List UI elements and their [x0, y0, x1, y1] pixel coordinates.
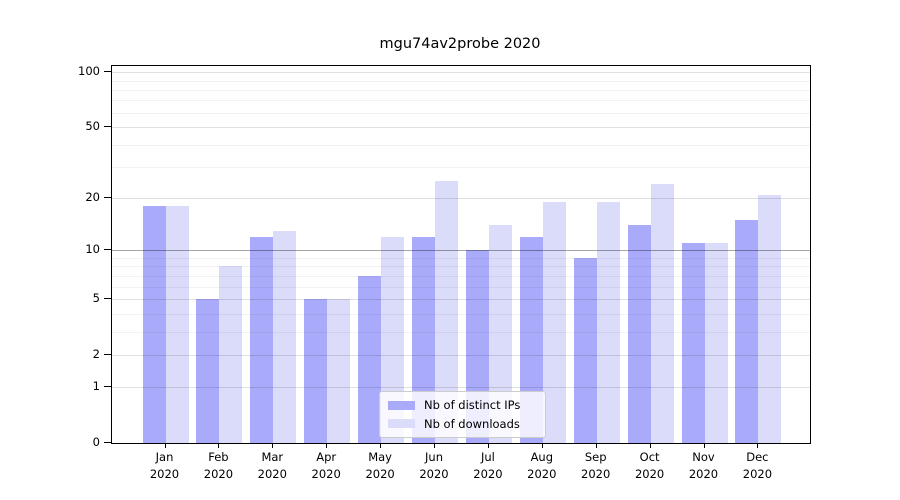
y-tick-label-50: 50	[85, 119, 100, 133]
gridline-y-80	[112, 89, 810, 91]
bar-sep-ips	[573, 258, 597, 443]
legend-swatch-downloads-icon	[388, 419, 415, 429]
bar-nov-ips	[681, 243, 705, 443]
bar-mar-ips	[250, 236, 274, 443]
x-tick-label-may: May 2020	[365, 450, 395, 481]
bar-feb-ips	[196, 299, 220, 443]
bar-feb-downloads	[219, 266, 243, 443]
x-tick-label-oct: Oct 2020	[634, 450, 665, 481]
x-tick-label-apr: Apr 2020	[311, 450, 341, 481]
x-tick-label-mar: Mar 2020	[257, 450, 287, 481]
x-tick-label-jul: Jul 2020	[473, 450, 503, 481]
y-tick-label-5: 5	[92, 291, 100, 305]
x-tick-label-jan: Jan 2020	[149, 450, 180, 481]
bar-oct-ips	[627, 225, 651, 443]
bar-jan-ips	[142, 206, 166, 443]
bar-jan-downloads	[165, 206, 189, 443]
y-tick-5	[104, 298, 111, 299]
y-tick-10	[104, 249, 111, 251]
gridline-y-60	[112, 112, 810, 114]
x-tick-label-aug: Aug 2020	[527, 450, 557, 481]
bar-dec-downloads	[758, 194, 782, 443]
legend-entry-downloads: Nb of downloads	[388, 417, 537, 431]
y-tick-label-0: 0	[92, 435, 100, 449]
gridline-y-70	[112, 100, 810, 102]
legend-swatch-distinct-ips-icon	[388, 400, 415, 410]
x-tick-jan	[164, 443, 166, 448]
bar-nov-downloads	[704, 243, 728, 443]
x-tick-jul	[487, 443, 489, 448]
bar-mar-downloads	[273, 230, 297, 443]
legend-label-downloads: Nb of downloads	[424, 416, 520, 431]
x-tick-label-jun: Jun 2020	[419, 450, 449, 481]
bar-dec-ips	[735, 220, 759, 443]
y-tick-label-100: 100	[78, 64, 100, 79]
y-tick-20	[104, 197, 111, 199]
x-tick-mar	[272, 443, 274, 448]
gridline-y-40	[112, 144, 810, 146]
bar-jul-downloads	[488, 225, 512, 443]
bar-aug-downloads	[542, 202, 566, 443]
gridline-y-100	[112, 72, 810, 74]
x-tick-oct	[649, 443, 651, 448]
plot-area: Nb of distinct IPs Nb of downloads	[111, 65, 811, 444]
y-tick-label-1: 1	[92, 379, 100, 394]
x-tick-jun	[434, 443, 435, 448]
y-tick-label-2: 2	[92, 346, 100, 361]
y-tick-0	[104, 442, 111, 443]
x-tick-apr	[326, 443, 328, 448]
x-tick-label-nov: Nov 2020	[688, 450, 719, 481]
y-tick-50	[104, 126, 111, 127]
bar-sep-downloads	[596, 202, 620, 443]
bar-jun-downloads	[435, 181, 458, 443]
x-tick-label-dec: Dec 2020	[742, 450, 773, 481]
bar-oct-downloads	[650, 184, 674, 443]
y-tick-label-20: 20	[85, 190, 100, 205]
x-tick-nov	[703, 443, 705, 448]
gridline-y-50	[112, 127, 810, 128]
x-tick-aug	[541, 443, 543, 448]
legend: Nb of distinct IPs Nb of downloads	[379, 391, 546, 438]
chart-title: mgu74av2probe 2020	[379, 36, 541, 52]
x-tick-may	[380, 443, 382, 448]
x-tick-feb	[218, 443, 220, 448]
x-tick-dec	[757, 443, 759, 448]
y-tick-100	[104, 71, 111, 73]
x-tick-label-sep: Sep 2020	[581, 450, 611, 481]
x-tick-label-feb: Feb 2020	[203, 450, 234, 481]
legend-entry-distinct-ips: Nb of distinct IPs	[388, 398, 537, 412]
gridline-y-90	[112, 80, 810, 82]
legend-label-distinct-ips: Nb of distinct IPs	[424, 398, 521, 413]
y-tick-2	[104, 353, 111, 355]
x-tick-sep	[595, 443, 597, 448]
gridline-y-30	[112, 167, 810, 168]
y-tick-1	[104, 386, 111, 388]
gridline-y-20	[112, 198, 810, 200]
y-tick-label-10: 10	[85, 242, 100, 257]
bar-may-ips	[358, 275, 382, 443]
bar-apr-downloads	[327, 299, 351, 443]
bar-apr-ips	[304, 299, 328, 443]
